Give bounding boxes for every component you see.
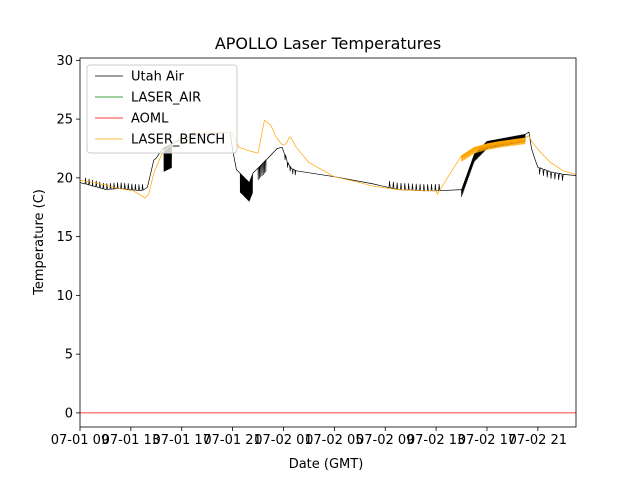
y-tick-label: 25 (56, 113, 73, 128)
x-tick-label: 07-02 01 (254, 433, 312, 448)
x-tick-label: 07-01 09 (51, 433, 109, 448)
y-axis-label: Temperature (C) (32, 189, 47, 296)
x-tick-label: 07-02 17 (458, 433, 516, 448)
legend-label: Utah Air (131, 70, 184, 85)
legend-label: LASER_BENCH (131, 133, 225, 148)
chart-title: APOLLO Laser Temperatures (215, 34, 441, 53)
x-tick-label: 07-02 09 (356, 433, 414, 448)
x-tick-label: 07-02 05 (305, 433, 363, 448)
y-tick-label: 5 (65, 348, 73, 363)
legend-label: AOML (131, 112, 169, 127)
x-axis-label: Date (GMT) (289, 457, 364, 472)
series-line-laser-bench (80, 119, 576, 199)
plot-frame (79, 57, 577, 428)
y-tick-label: 20 (56, 171, 73, 186)
y-tick-label: 15 (56, 230, 73, 245)
y-tick-label: 10 (56, 289, 73, 304)
legend-box (86, 64, 238, 154)
y-tick-label: 0 (65, 406, 73, 421)
x-tick-label: 07-01 17 (153, 433, 211, 448)
legend-label: LASER_AIR (131, 91, 201, 106)
x-tick-label: 07-02 21 (509, 433, 567, 448)
x-tick-label: 07-01 21 (203, 433, 261, 448)
x-tick-label: 07-02 13 (407, 433, 465, 448)
legend: Utah Air LASER_AIR AOML LASER_BENCH (86, 64, 238, 154)
x-tick-label: 07-01 13 (102, 433, 160, 448)
y-tick-label: 30 (56, 54, 73, 69)
